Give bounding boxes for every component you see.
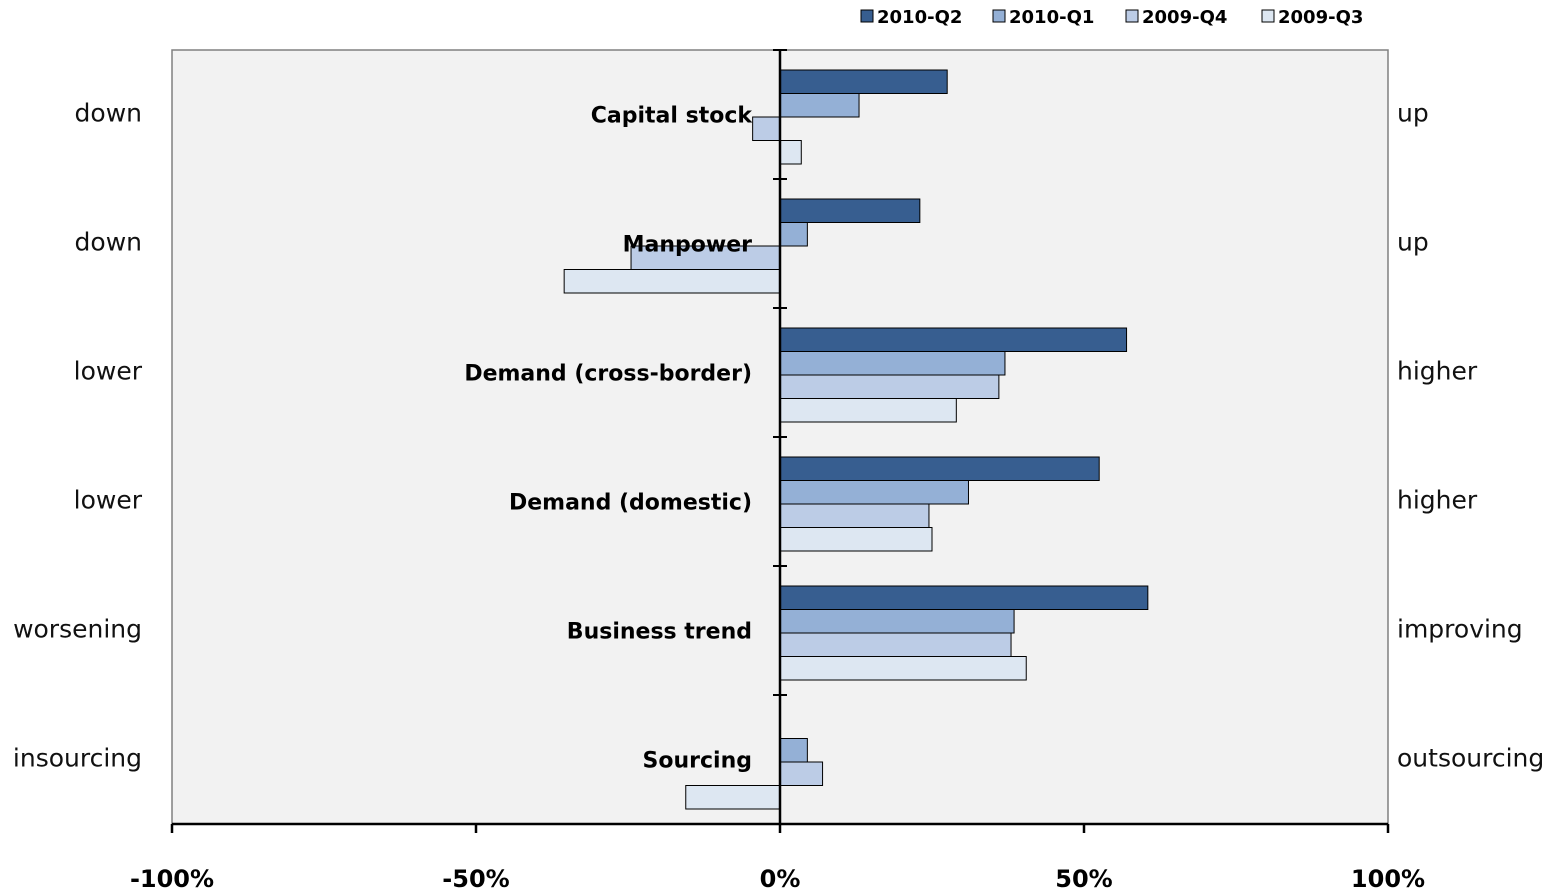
bar-demand-domestic-2009-q3 xyxy=(779,527,933,552)
bar-demand-domestic-2010-q2 xyxy=(779,456,1100,481)
category-label: Business trend xyxy=(567,620,752,645)
legend-label: 2010-Q1 xyxy=(1009,7,1094,28)
axes-layer xyxy=(170,49,1390,833)
x-tick-label: -100% xyxy=(130,865,214,893)
bar-sourcing-2009-q3 xyxy=(685,785,781,810)
category-label: Demand (cross-border) xyxy=(464,362,752,387)
x-tick-label: 50% xyxy=(1055,865,1112,893)
category-label: Sourcing xyxy=(643,749,752,774)
labels-layer: -100% -50% 0% 50% 100% Capital stock down up Man… xyxy=(13,99,1544,893)
x-tick-label: 100% xyxy=(1351,865,1425,893)
bar-demand-domestic-2010-q1 xyxy=(779,480,969,505)
bar-demand-cross-border-2010-q1 xyxy=(779,351,1006,376)
bar-capital-stock-2010-q2 xyxy=(779,69,948,94)
legend-swatch-2010-q1 xyxy=(992,9,1006,23)
bar-manpower-2009-q3 xyxy=(563,269,781,294)
bar-demand-domestic-2009-q4 xyxy=(779,503,930,528)
bar-business-trend-2010-q1 xyxy=(779,609,1015,634)
bar-demand-cross-border-2010-q2 xyxy=(779,327,1128,352)
bar-capital-stock-2009-q4 xyxy=(752,116,781,141)
category-label: Manpower xyxy=(623,233,753,258)
bar-business-trend-2009-q4 xyxy=(779,632,1012,657)
legend-label: 2009-Q3 xyxy=(1278,7,1363,28)
left-side-label: worsening xyxy=(13,615,142,644)
bar-demand-cross-border-2009-q4 xyxy=(779,374,1000,399)
bar-business-trend-2010-q2 xyxy=(779,585,1149,610)
category-label: Capital stock xyxy=(591,104,754,129)
bar-sourcing-2009-q4 xyxy=(779,761,824,786)
right-side-label: outsourcing xyxy=(1397,744,1544,773)
bar-sourcing-2010-q1 xyxy=(779,738,808,763)
left-side-label: down xyxy=(75,99,142,128)
legend: 2010-Q2 2010-Q1 2009-Q4 2009-Q3 xyxy=(860,7,1363,28)
legend-swatch-2010-q2 xyxy=(860,9,874,23)
left-side-label: insourcing xyxy=(13,744,142,773)
left-side-label: lower xyxy=(74,486,143,515)
bar-demand-cross-border-2009-q3 xyxy=(779,398,957,423)
right-side-label: higher xyxy=(1397,357,1478,386)
legend-swatch-2009-q4 xyxy=(1125,9,1139,23)
bar-capital-stock-2009-q3 xyxy=(779,140,802,165)
bar-capital-stock-2010-q1 xyxy=(779,93,860,118)
category-label: Demand (domestic) xyxy=(509,491,752,516)
x-tick-label: -50% xyxy=(442,865,509,893)
bars-layer xyxy=(563,69,1149,810)
bar-business-trend-2009-q3 xyxy=(779,656,1027,681)
legend-label: 2010-Q2 xyxy=(877,7,962,28)
right-side-label: up xyxy=(1397,99,1429,128)
right-side-label: higher xyxy=(1397,486,1478,515)
left-side-label: down xyxy=(75,228,142,257)
bar-manpower-2010-q1 xyxy=(779,222,808,247)
right-side-label: improving xyxy=(1397,615,1523,644)
right-side-label: up xyxy=(1397,228,1429,257)
legend-swatch-2009-q3 xyxy=(1261,9,1275,23)
bar-manpower-2010-q2 xyxy=(779,198,921,223)
x-tick-label: 0% xyxy=(760,865,801,893)
left-side-label: lower xyxy=(74,357,143,386)
legend-label: 2009-Q4 xyxy=(1142,7,1227,28)
